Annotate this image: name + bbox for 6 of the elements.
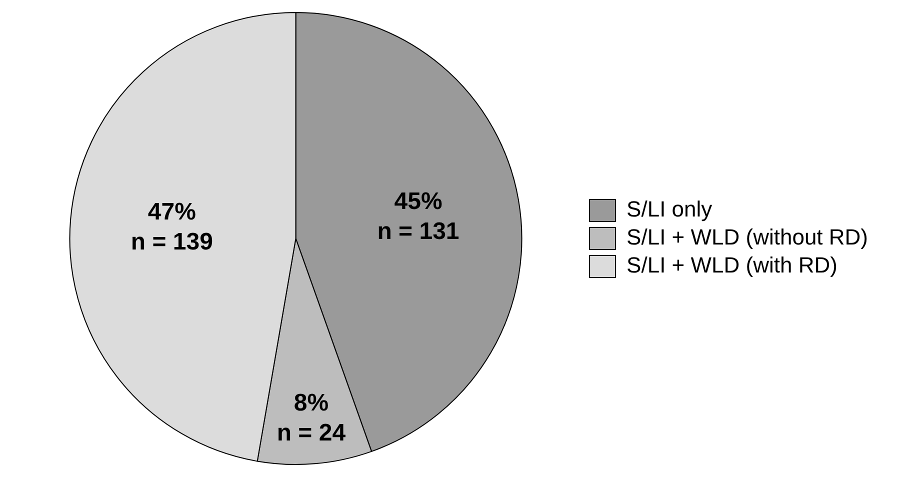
data-label: 45% n = 131 <box>377 188 460 245</box>
legend-label: S/LI + WLD (without RD) <box>626 224 868 250</box>
data-label: 8% n = 24 <box>276 389 346 446</box>
data-label: 47% n = 139 <box>130 198 213 256</box>
legend-label: S/LI only <box>626 196 712 222</box>
legend-label: S/LI + WLD (with RD) <box>626 252 838 278</box>
